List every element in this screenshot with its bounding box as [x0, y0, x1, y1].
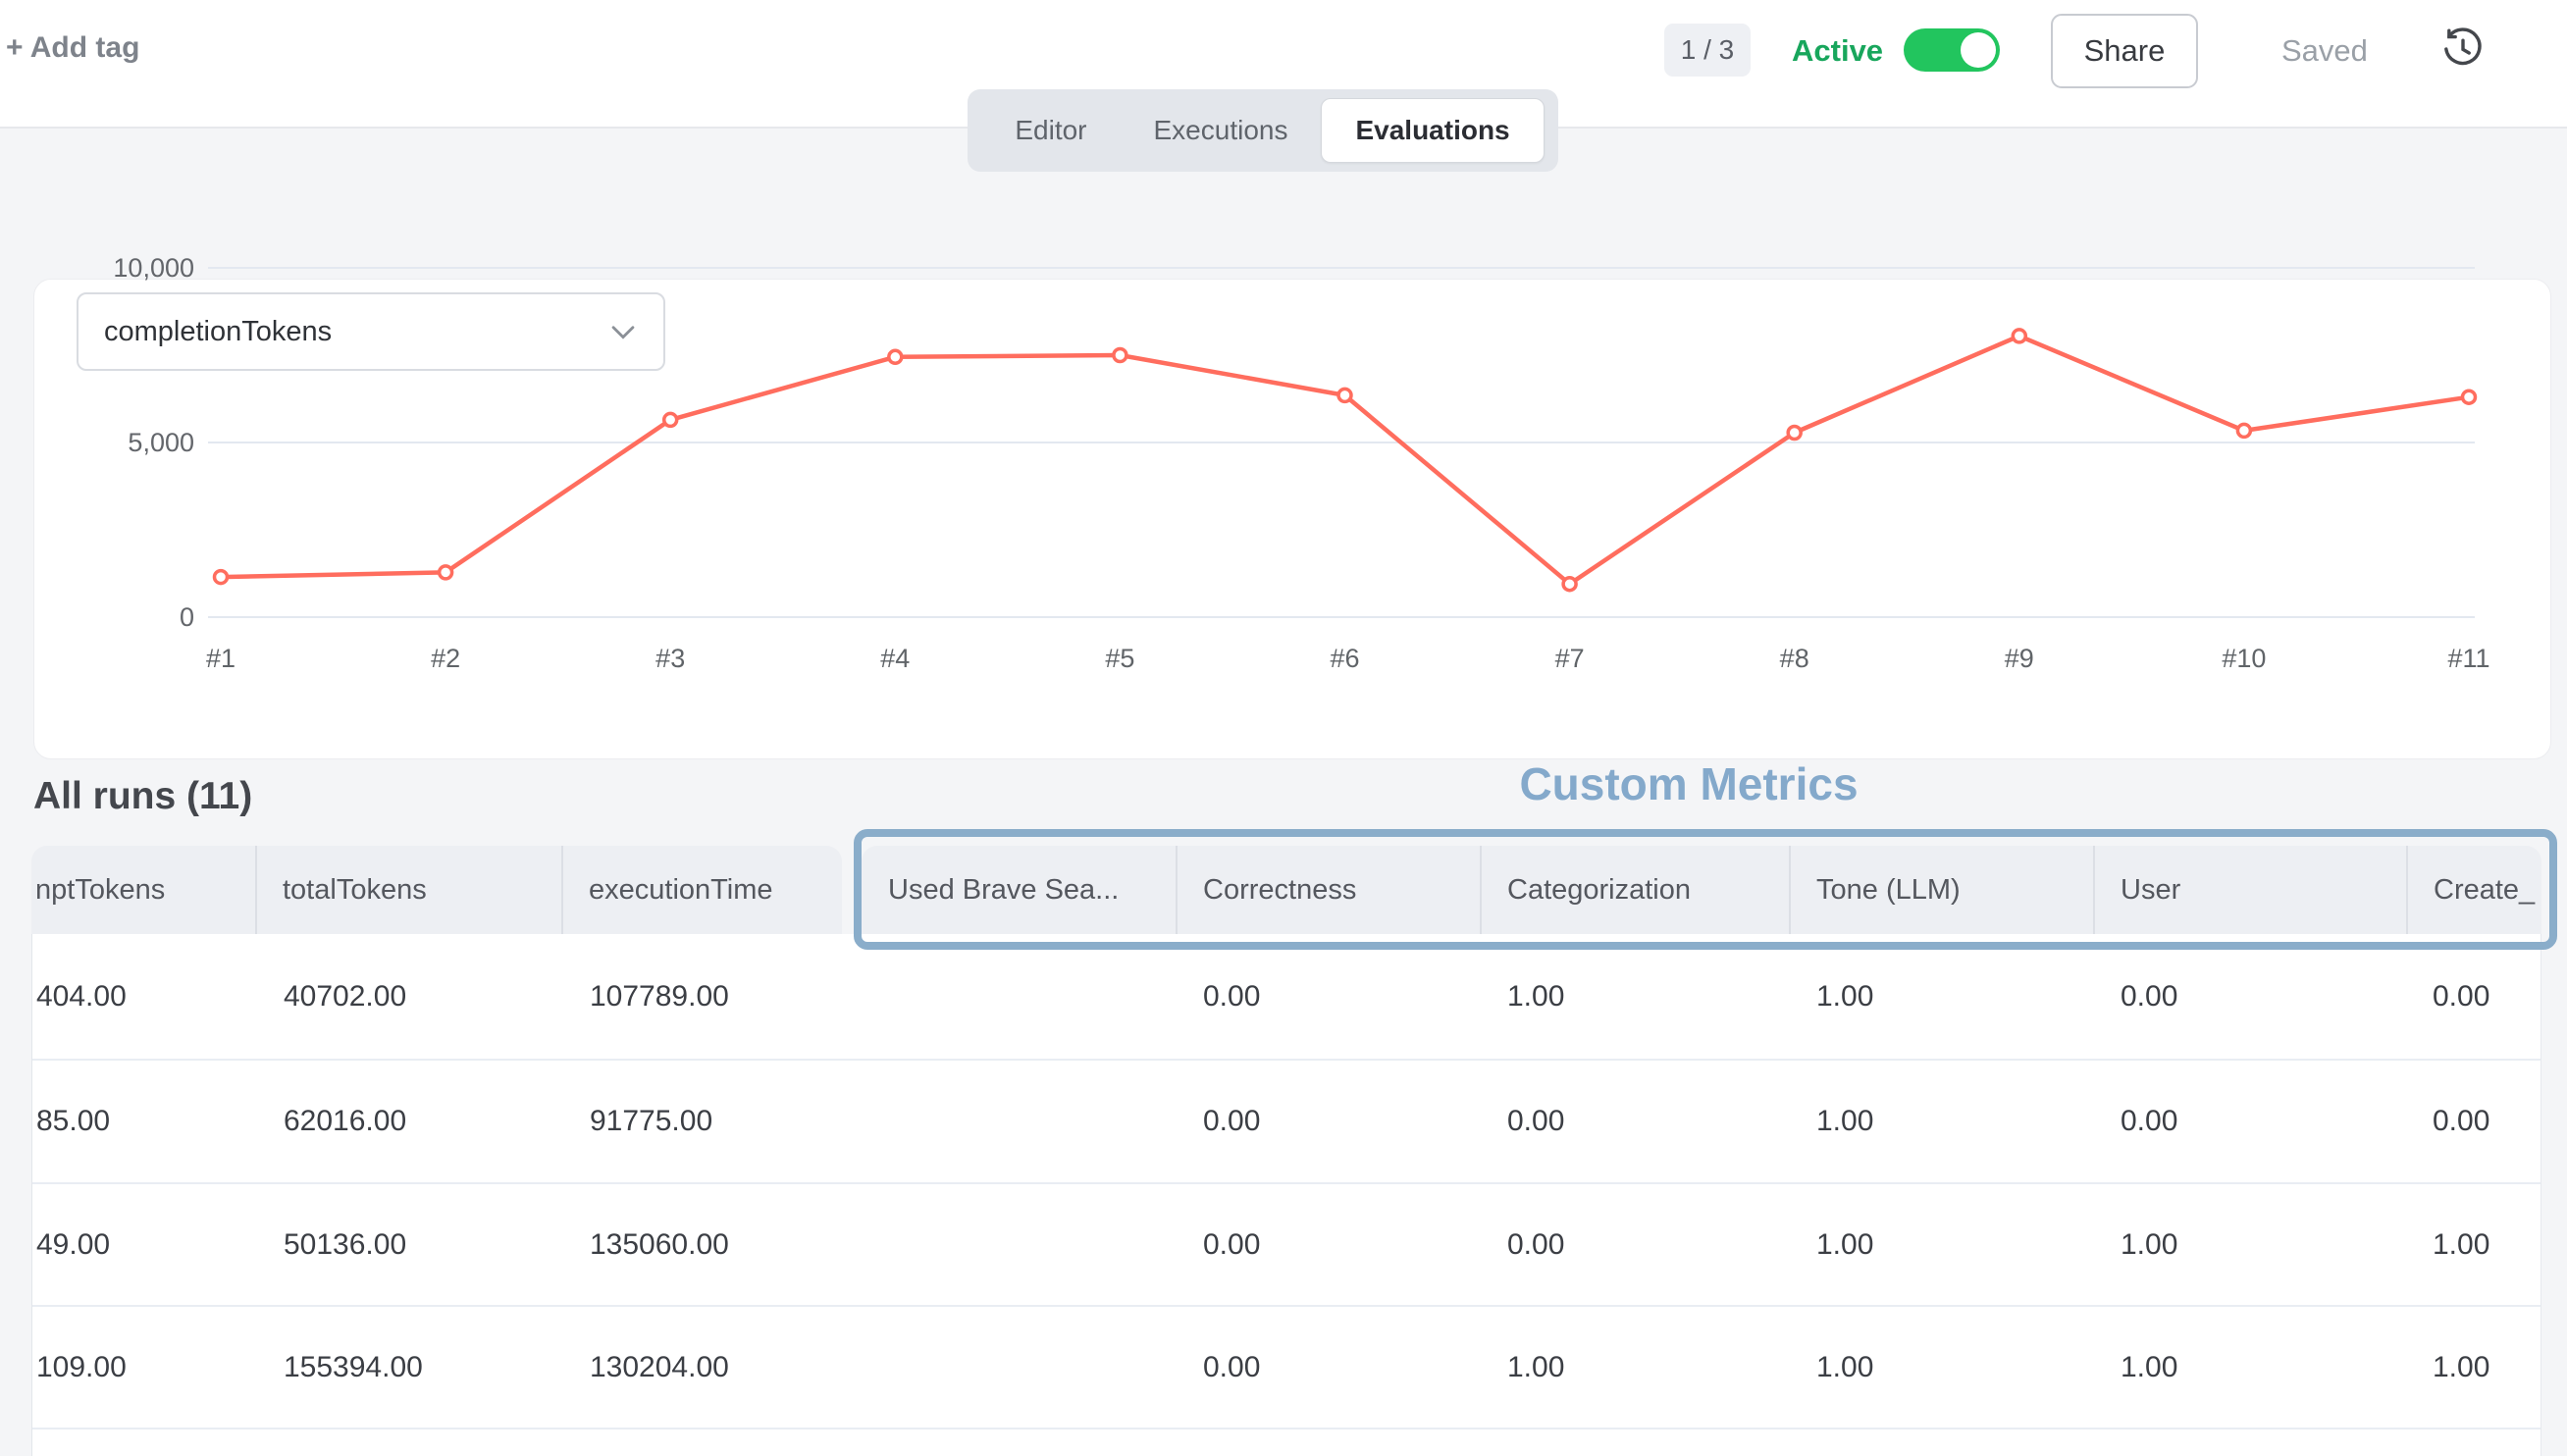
column-header-user[interactable]: User — [2095, 846, 2408, 934]
cell: 91775.00 — [590, 1105, 713, 1137]
column-header-categorization[interactable]: Categorization — [1482, 846, 1791, 934]
cell: 1.00 — [1816, 979, 1874, 1013]
cell: 1.00 — [1816, 1105, 1874, 1137]
cell: 135060.00 — [590, 1227, 729, 1261]
tab-editor[interactable]: Editor — [1015, 115, 1087, 145]
cell: 130204.00 — [590, 1350, 729, 1383]
column-header-tone-llm[interactable]: Tone (LLM) — [1791, 846, 2095, 934]
cell: 1.00 — [1816, 1350, 1874, 1383]
column-header-executiontime[interactable]: executionTime — [589, 873, 773, 906]
cell: 0.00 — [2433, 1105, 2490, 1137]
cell: 404.00 — [36, 979, 127, 1013]
column-header-npttokens[interactable]: nptTokens — [31, 846, 257, 934]
table-row[interactable]: 404.00 40702.00 107789.00 0.00 1.00 1.00 0.00 0… — [32, 934, 2541, 1061]
cell: 0.00 — [1203, 1105, 1261, 1137]
cell: 1.00 — [1507, 979, 1565, 1013]
chevron-down-icon — [611, 326, 635, 339]
share-button[interactable]: Share — [2051, 14, 2198, 88]
cell: 62016.00 — [284, 1105, 407, 1137]
view-tabs: Editor Executions Evaluations — [968, 89, 1558, 172]
version-pager-badge: 1 / 3 — [1664, 24, 1751, 77]
cell: 1.00 — [1816, 1227, 1874, 1261]
table-row[interactable]: 49.00 50136.00 135060.00 0.00 0.00 1.00 1.00 1.… — [32, 1184, 2541, 1307]
custom-metrics-label: Custom Metrics — [1519, 758, 1859, 809]
cell: 155394.00 — [284, 1350, 423, 1383]
all-runs-title: All runs (11) — [33, 775, 253, 817]
active-toggle[interactable] — [1904, 28, 2000, 72]
cell: 1.00 — [2433, 1350, 2490, 1383]
cell: 0.00 — [1507, 1227, 1565, 1261]
history-clock-icon[interactable] — [2439, 26, 2487, 73]
cell: 0.00 — [1203, 1227, 1261, 1261]
tab-evaluations[interactable]: Evaluations — [1321, 98, 1545, 163]
cell: 1.00 — [2121, 1350, 2178, 1383]
column-header-create[interactable]: Create_ — [2434, 873, 2536, 906]
table-row[interactable]: 85.00 62016.00 91775.00 0.00 0.00 1.00 0.00 0.0… — [32, 1061, 2541, 1184]
cell: 0.00 — [2121, 979, 2178, 1013]
cell: 1.00 — [1507, 1350, 1565, 1383]
cell: 49.00 — [36, 1227, 111, 1261]
runs-table-header-custom: Used Brave Sea... Correctness Categorizati… — [862, 846, 2541, 934]
column-header-totaltokens[interactable]: totalTokens — [257, 846, 563, 934]
cell: 50136.00 — [284, 1227, 407, 1261]
runs-table-header-standard: nptTokens totalTokens executionTime — [31, 846, 842, 934]
cell: 40702.00 — [284, 979, 407, 1013]
cell: 0.00 — [1203, 1350, 1261, 1383]
cell: 107789.00 — [590, 979, 729, 1013]
active-label: Active — [1792, 33, 1884, 68]
saved-status: Saved — [2281, 33, 2368, 68]
cell: 0.00 — [2433, 979, 2490, 1013]
cell: 0.00 — [1203, 979, 1261, 1013]
cell: 85.00 — [36, 1105, 111, 1137]
cell: 1.00 — [2121, 1227, 2178, 1261]
cell: 0.00 — [2121, 1105, 2178, 1137]
metric-select[interactable]: completionTokens — [77, 292, 665, 371]
cell: 0.00 — [1507, 1105, 1565, 1137]
add-tag-button[interactable]: + Add tag — [6, 31, 140, 64]
runs-table-body: 404.00 40702.00 107789.00 0.00 1.00 1.00 0.00 0… — [31, 934, 2541, 1456]
cell: 109.00 — [36, 1350, 127, 1383]
table-row[interactable]: 109.00 155394.00 130204.00 0.00 1.00 1.00 1.00… — [32, 1307, 2541, 1430]
cell: 1.00 — [2433, 1227, 2490, 1261]
tab-executions[interactable]: Executions — [1153, 115, 1288, 145]
metric-select-value: completionTokens — [104, 315, 333, 347]
column-header-correctness[interactable]: Correctness — [1178, 846, 1482, 934]
toggle-knob — [1961, 32, 1996, 68]
column-header-used-brave-sea[interactable]: Used Brave Sea... — [862, 846, 1178, 934]
